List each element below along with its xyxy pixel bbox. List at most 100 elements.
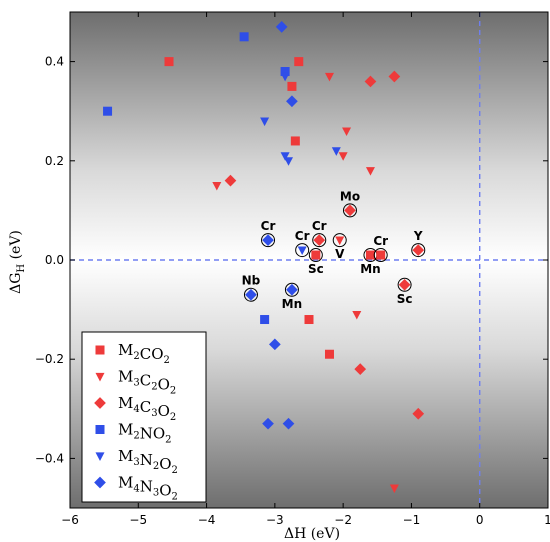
point-label: Y <box>413 229 423 243</box>
reference-lines <box>70 12 548 508</box>
highlight-ring <box>397 277 412 292</box>
x-tick-label: 0 <box>476 513 484 527</box>
y-axis-label-main: ΔG <box>8 273 24 294</box>
point-label: Sc <box>397 292 413 306</box>
y-tick-label: 0.2 <box>45 154 64 168</box>
data-point-m3c2o2-3 <box>365 167 375 176</box>
data-point-m3n2o2-3 <box>284 157 294 166</box>
data-point-m2co2-1 <box>294 57 304 67</box>
y-tick-label: −0.2 <box>35 352 64 366</box>
highlighted-point-9 <box>398 278 411 291</box>
data-point-m2no2-2 <box>280 67 290 77</box>
data-point-m4c3o2-1 <box>388 70 401 83</box>
data-point-m3c2o2-6 <box>389 484 399 494</box>
y-axis-label: ΔGH (eV) <box>8 230 27 294</box>
highlight-ring <box>261 233 276 248</box>
data-point-m3c2o2-0 <box>324 72 334 82</box>
highlighted-point-10 <box>245 288 257 301</box>
highlight-ring <box>308 248 323 263</box>
highlight-ring <box>411 243 426 258</box>
point-label: Cr <box>312 219 327 233</box>
data-point-m4c3o2-3 <box>354 363 367 375</box>
data-point-m3n2o2-2 <box>280 152 290 161</box>
x-tick-label: 1 <box>544 513 550 527</box>
x-tick-label: −6 <box>61 513 79 527</box>
data-point-m3n2o2-0 <box>280 72 290 82</box>
data-point-m4n3o2-0 <box>275 21 288 33</box>
legend-marker-m3n2o2 <box>95 452 105 461</box>
y-axis-label-sub: H <box>16 264 27 273</box>
highlighted-point-11 <box>286 283 298 296</box>
legend-box <box>81 331 207 503</box>
y-tick-label: 0.4 <box>45 55 64 69</box>
data-point-m4n3o2-1 <box>286 95 298 108</box>
data-point-m2co2-4 <box>304 315 314 325</box>
legend-label-m4c3o2: M4C3O2 <box>118 394 176 423</box>
y-axis-label-unit: (eV) <box>8 230 24 264</box>
point-label: Mo <box>340 189 360 203</box>
highlight-ring <box>342 203 357 218</box>
legend-marker-m3c2o2 <box>95 372 105 382</box>
highlight-ring <box>312 233 327 248</box>
legend-marker-m2no2 <box>95 425 105 434</box>
x-tick-label: −4 <box>198 513 216 527</box>
data-point-m3n2o2-4 <box>331 147 341 156</box>
highlighted-point-8 <box>412 244 425 256</box>
data-point-m2co2-2 <box>287 81 297 91</box>
legend-marker-m4c3o2 <box>94 397 106 409</box>
data-point-m4c3o2-4 <box>412 407 425 420</box>
highlighted-point-7 <box>376 250 386 260</box>
x-tick-label: −1 <box>403 513 421 527</box>
data-point-m4n3o2-3 <box>262 417 274 430</box>
highlight-ring <box>332 233 347 248</box>
legend-label-m2no2: M2NO2 <box>118 421 172 446</box>
legend-label-m3c2o2: M3C2O2 <box>118 368 176 397</box>
point-label: Cr <box>373 234 388 248</box>
point-label: V <box>335 247 345 261</box>
x-tick-label: −2 <box>334 513 352 527</box>
highlighted-point-3 <box>311 250 321 260</box>
data-point-m4n3o2-4 <box>282 417 295 430</box>
highlight-ring <box>243 287 258 302</box>
highlight-ring <box>295 243 310 258</box>
y-axis-ticks: −0.4 −0.2 0.0 0.2 0.4 <box>35 55 548 465</box>
highlighted-point-1 <box>297 246 307 256</box>
data-point-m2co2-0 <box>164 57 174 67</box>
x-axis-ticks: −6 −5 −4 −3 −2 −1 0 1 <box>61 12 550 527</box>
point-label: Sc <box>308 262 324 276</box>
highlighted-point-2 <box>313 234 326 247</box>
x-axis-label: ΔH (eV) <box>284 526 340 542</box>
data-point-m3n2o2-1 <box>260 117 270 127</box>
data-point-m3c2o2-4 <box>212 182 222 191</box>
data-point-m4n3o2-2 <box>269 338 281 351</box>
data-point-m3c2o2-2 <box>338 152 348 161</box>
point-label: Mn <box>282 297 302 311</box>
y-tick-label: −0.4 <box>35 451 64 465</box>
data-point-m3c2o2-5 <box>352 310 362 320</box>
highlighted-point-4 <box>335 236 345 246</box>
data-point-m2no2-1 <box>239 32 249 42</box>
legend-marker-m2co2 <box>95 345 105 355</box>
point-label: Mn <box>360 262 380 276</box>
data-point-m4c3o2-2 <box>224 174 237 187</box>
point-label: Cr <box>295 229 310 243</box>
highlighted-point-6 <box>365 250 375 260</box>
legend-marker-m4n3o2 <box>94 476 106 489</box>
highlighted-point-0 <box>262 234 274 247</box>
data-point-m2no2-3 <box>260 315 270 325</box>
data-point-m2no2-0 <box>103 106 113 116</box>
data-markers <box>103 21 425 494</box>
legend-label-m4n3o2: M4N3O2 <box>118 474 178 503</box>
data-point-m2co2-5 <box>324 349 334 359</box>
legend-label-m3n2o2: M3N2O2 <box>118 447 178 476</box>
data-point-m3c2o2-1 <box>342 127 352 136</box>
point-label: Cr <box>261 219 276 233</box>
highlight-ring <box>284 282 299 297</box>
x-tick-label: −5 <box>129 513 147 527</box>
y-tick-label: 0.0 <box>45 253 64 267</box>
point-label: Nb <box>242 274 261 288</box>
data-point-m2co2-3 <box>290 136 300 146</box>
